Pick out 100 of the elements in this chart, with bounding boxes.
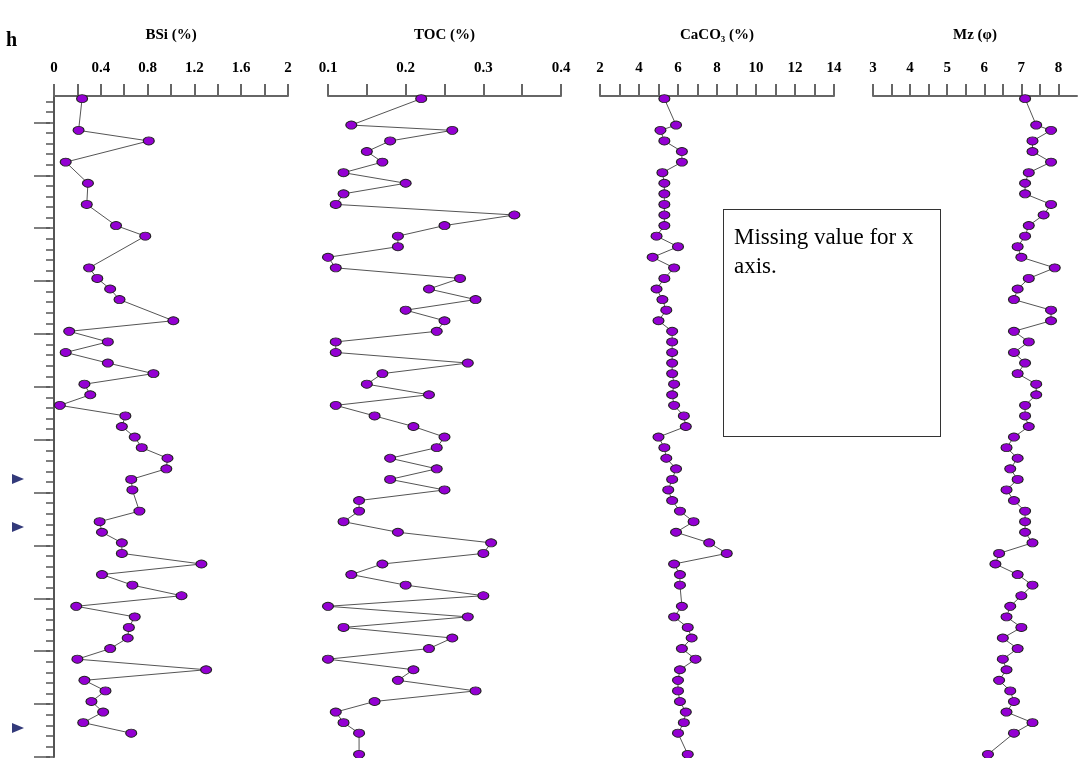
point	[658, 94, 671, 104]
x-tick-label: 3	[869, 58, 877, 75]
x-tick-label: 0	[50, 58, 58, 75]
point	[675, 147, 688, 157]
point	[113, 295, 126, 305]
point	[650, 231, 663, 241]
point	[681, 622, 694, 632]
point	[673, 506, 686, 516]
x-tick-label: 6	[674, 58, 683, 75]
point	[160, 464, 173, 474]
point	[656, 295, 669, 305]
x-tick-label: 4	[906, 58, 915, 75]
point	[658, 136, 671, 146]
point	[91, 273, 104, 283]
x-axis-title: CaCO₃ (%)	[679, 25, 755, 43]
point	[670, 464, 683, 474]
x-tick-label: 0.4	[91, 58, 111, 75]
point	[115, 538, 128, 548]
point	[666, 496, 679, 506]
point	[666, 390, 679, 400]
point	[78, 675, 91, 685]
point	[133, 506, 146, 516]
point	[673, 570, 686, 580]
point	[70, 601, 83, 611]
y-axis-title: h	[6, 28, 18, 51]
point	[658, 221, 671, 231]
point	[200, 665, 213, 675]
point	[687, 517, 700, 527]
point	[161, 453, 174, 463]
point	[71, 654, 84, 664]
point	[126, 485, 139, 495]
point	[135, 443, 148, 453]
point	[685, 633, 698, 643]
point	[95, 527, 108, 537]
point	[660, 453, 673, 463]
point	[126, 580, 139, 590]
point	[125, 728, 138, 738]
x-tick-label: 1.6	[231, 58, 252, 75]
point	[666, 337, 679, 347]
point	[115, 548, 128, 558]
x-tick-label: 8	[1054, 58, 1063, 75]
point	[673, 580, 686, 590]
point	[650, 284, 663, 294]
point	[119, 411, 132, 421]
point	[77, 718, 90, 728]
point	[672, 675, 684, 685]
point	[658, 178, 671, 188]
x-axis-title: TOC (%)	[414, 25, 475, 43]
point	[104, 284, 117, 294]
point	[97, 707, 110, 717]
point	[677, 411, 690, 421]
point	[662, 485, 675, 495]
point	[104, 644, 117, 654]
point	[675, 601, 688, 611]
point	[666, 326, 679, 336]
point	[670, 120, 683, 130]
point	[668, 400, 681, 410]
point	[59, 157, 72, 167]
point	[666, 358, 679, 368]
point	[72, 125, 85, 135]
point	[666, 347, 679, 357]
point	[679, 707, 692, 717]
x-tick-label: 8	[713, 58, 721, 75]
point	[76, 94, 89, 104]
point	[99, 686, 112, 696]
point	[658, 199, 671, 209]
point	[660, 305, 673, 315]
point	[720, 548, 733, 558]
point	[81, 178, 94, 188]
point	[84, 390, 97, 400]
point	[654, 125, 667, 135]
point	[122, 622, 135, 632]
point	[656, 168, 669, 178]
x-tick-label: 1.2	[185, 58, 204, 75]
x-tick-label: 10	[748, 58, 764, 75]
point	[677, 718, 690, 728]
point	[675, 644, 688, 654]
x-tick-label: 5	[943, 58, 951, 75]
x-tick-label: 12	[787, 58, 803, 75]
x-axis-title: Mz (φ)	[953, 25, 997, 43]
point	[128, 612, 141, 622]
x-tick-label: 7	[1017, 58, 1026, 75]
x-tick-label: 4	[635, 58, 644, 75]
point	[666, 369, 679, 379]
text-box: Missing value for x axis.	[723, 209, 941, 437]
x-tick-label: 0.3	[473, 58, 493, 75]
point	[646, 252, 659, 262]
point	[80, 199, 93, 209]
point	[668, 263, 681, 273]
point	[652, 432, 665, 442]
point	[85, 696, 98, 706]
point	[128, 432, 141, 442]
point	[658, 210, 671, 220]
point	[59, 347, 72, 357]
point	[53, 400, 66, 410]
x-tick-label: 2	[284, 58, 292, 75]
point	[668, 612, 681, 622]
point	[658, 273, 671, 283]
point	[101, 337, 114, 347]
point	[142, 136, 155, 146]
